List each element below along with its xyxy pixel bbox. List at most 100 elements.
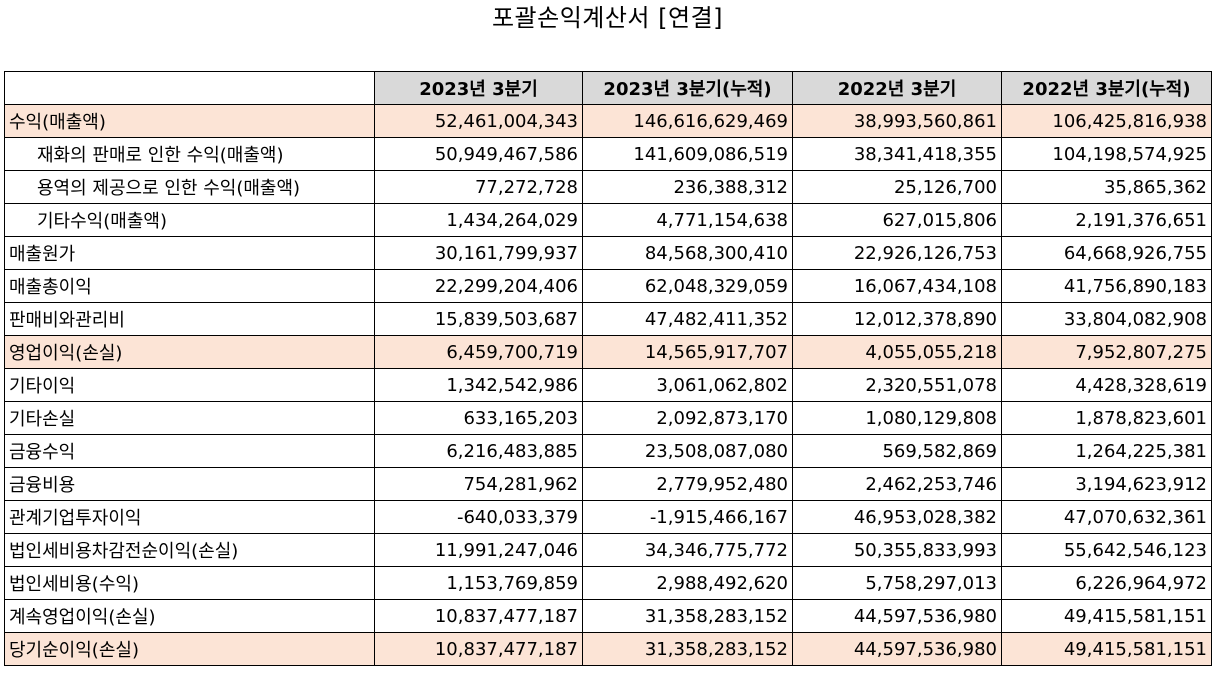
table-row: 매출원가 30,161,799,937 84,568,300,410 22,92… [4,236,1212,270]
cell-value: 3,194,623,912 [1001,467,1212,501]
page-title: 포괄손익계산서 [연결] [491,4,724,32]
row-label: 기타수익(매출액) [4,203,375,237]
cell-value: 52,461,004,343 [374,104,583,138]
row-label: 기타이익 [4,368,375,402]
cell-value: 1,878,823,601 [1001,401,1212,435]
income-statement-table: 2023년 3분기 2023년 3분기(누적) 2022년 3분기 2022년 … [4,71,1212,666]
table-row: 금융수익 6,216,483,885 23,508,087,080 569,58… [4,434,1212,468]
cell-value: 38,993,560,861 [792,104,1002,138]
cell-value: 84,568,300,410 [582,236,793,270]
cell-value: 64,668,926,755 [1001,236,1212,270]
cell-value: 5,758,297,013 [792,566,1002,600]
cell-value: -640,033,379 [374,500,583,534]
column-header: 2022년 3분기(누적) [1001,71,1212,105]
cell-value: 33,804,082,908 [1001,302,1212,336]
cell-value: 35,865,362 [1001,170,1212,204]
cell-value: 44,597,536,980 [792,599,1002,633]
cell-value: 47,070,632,361 [1001,500,1212,534]
column-header: 2023년 3분기 [374,71,583,105]
cell-value: 62,048,329,059 [582,269,793,303]
row-label: 영업이익(손실) [4,335,375,369]
header-blank-cell [4,71,375,105]
cell-value: 1,342,542,986 [374,368,583,402]
cell-value: 14,565,917,707 [582,335,793,369]
cell-value: 146,616,629,469 [582,104,793,138]
cell-value: 49,415,581,151 [1001,632,1212,666]
table-row: 기타수익(매출액) 1,434,264,029 4,771,154,638 62… [4,203,1212,237]
row-label: 판매비와관리비 [4,302,375,336]
cell-value: 12,012,378,890 [792,302,1002,336]
row-label: 금융수익 [4,434,375,468]
cell-value: 106,425,816,938 [1001,104,1212,138]
cell-value: 25,126,700 [792,170,1002,204]
row-label: 기타손실 [4,401,375,435]
table-row: 당기순이익(손실) 10,837,477,187 31,358,283,152 … [4,632,1212,666]
cell-value: 16,067,434,108 [792,269,1002,303]
cell-value: 1,434,264,029 [374,203,583,237]
cell-value: 50,355,833,993 [792,533,1002,567]
cell-value: 2,320,551,078 [792,368,1002,402]
cell-value: 6,226,964,972 [1001,566,1212,600]
cell-value: 31,358,283,152 [582,599,793,633]
cell-value: 44,597,536,980 [792,632,1002,666]
cell-value: 55,642,546,123 [1001,533,1212,567]
cell-value: 4,428,328,619 [1001,368,1212,402]
table-row: 계속영업이익(손실) 10,837,477,187 31,358,283,152… [4,599,1212,633]
cell-value: 23,508,087,080 [582,434,793,468]
row-label: 재화의 판매로 인한 수익(매출액) [4,137,375,171]
table-row: 매출총이익 22,299,204,406 62,048,329,059 16,0… [4,269,1212,303]
cell-value: 236,388,312 [582,170,793,204]
cell-value: 633,165,203 [374,401,583,435]
cell-value: 15,839,503,687 [374,302,583,336]
cell-value: 34,346,775,772 [582,533,793,567]
row-label: 계속영업이익(손실) [4,599,375,633]
table-row: 용역의 제공으로 인한 수익(매출액) 77,272,728 236,388,3… [4,170,1212,204]
cell-value: 10,837,477,187 [374,599,583,633]
cell-value: 31,358,283,152 [582,632,793,666]
cell-value: 2,779,952,480 [582,467,793,501]
row-label: 법인세비용차감전순이익(손실) [4,533,375,567]
cell-value: 754,281,962 [374,467,583,501]
cell-value: 4,055,055,218 [792,335,1002,369]
cell-value: 6,216,483,885 [374,434,583,468]
table-row: 법인세비용(수익) 1,153,769,859 2,988,492,620 5,… [4,566,1212,600]
table-row: 관계기업투자이익 -640,033,379 -1,915,466,167 46,… [4,500,1212,534]
cell-value: 46,953,028,382 [792,500,1002,534]
table-row: 법인세비용차감전순이익(손실) 11,991,247,046 34,346,77… [4,533,1212,567]
column-header: 2023년 3분기(누적) [582,71,793,105]
row-label: 당기순이익(손실) [4,632,375,666]
cell-value: 104,198,574,925 [1001,137,1212,171]
cell-value: 6,459,700,719 [374,335,583,369]
table-row: 기타손실 633,165,203 2,092,873,170 1,080,129… [4,401,1212,435]
table-row: 재화의 판매로 인한 수익(매출액) 50,949,467,586 141,60… [4,137,1212,171]
cell-value: 49,415,581,151 [1001,599,1212,633]
cell-value: 1,080,129,808 [792,401,1002,435]
cell-value: 3,061,062,802 [582,368,793,402]
cell-value: 47,482,411,352 [582,302,793,336]
cell-value: 2,191,376,651 [1001,203,1212,237]
row-label: 금융비용 [4,467,375,501]
cell-value: 41,756,890,183 [1001,269,1212,303]
cell-value: 38,341,418,355 [792,137,1002,171]
row-label: 매출원가 [4,236,375,270]
column-header: 2022년 3분기 [792,71,1002,105]
row-label: 수익(매출액) [4,104,375,138]
cell-value: 569,582,869 [792,434,1002,468]
cell-value: 4,771,154,638 [582,203,793,237]
cell-value: 2,092,873,170 [582,401,793,435]
cell-value: 30,161,799,937 [374,236,583,270]
cell-value: 7,952,807,275 [1001,335,1212,369]
cell-value: 50,949,467,586 [374,137,583,171]
cell-value: 10,837,477,187 [374,632,583,666]
table-row: 판매비와관리비 15,839,503,687 47,482,411,352 12… [4,302,1212,336]
cell-value: 627,015,806 [792,203,1002,237]
cell-value: 1,153,769,859 [374,566,583,600]
row-label: 매출총이익 [4,269,375,303]
header-row: 2023년 3분기 2023년 3분기(누적) 2022년 3분기 2022년 … [4,71,1212,105]
cell-value: 2,988,492,620 [582,566,793,600]
cell-value: 77,272,728 [374,170,583,204]
table-row: 금융비용 754,281,962 2,779,952,480 2,462,253… [4,467,1212,501]
cell-value: -1,915,466,167 [582,500,793,534]
cell-value: 141,609,086,519 [582,137,793,171]
cell-value: 2,462,253,746 [792,467,1002,501]
